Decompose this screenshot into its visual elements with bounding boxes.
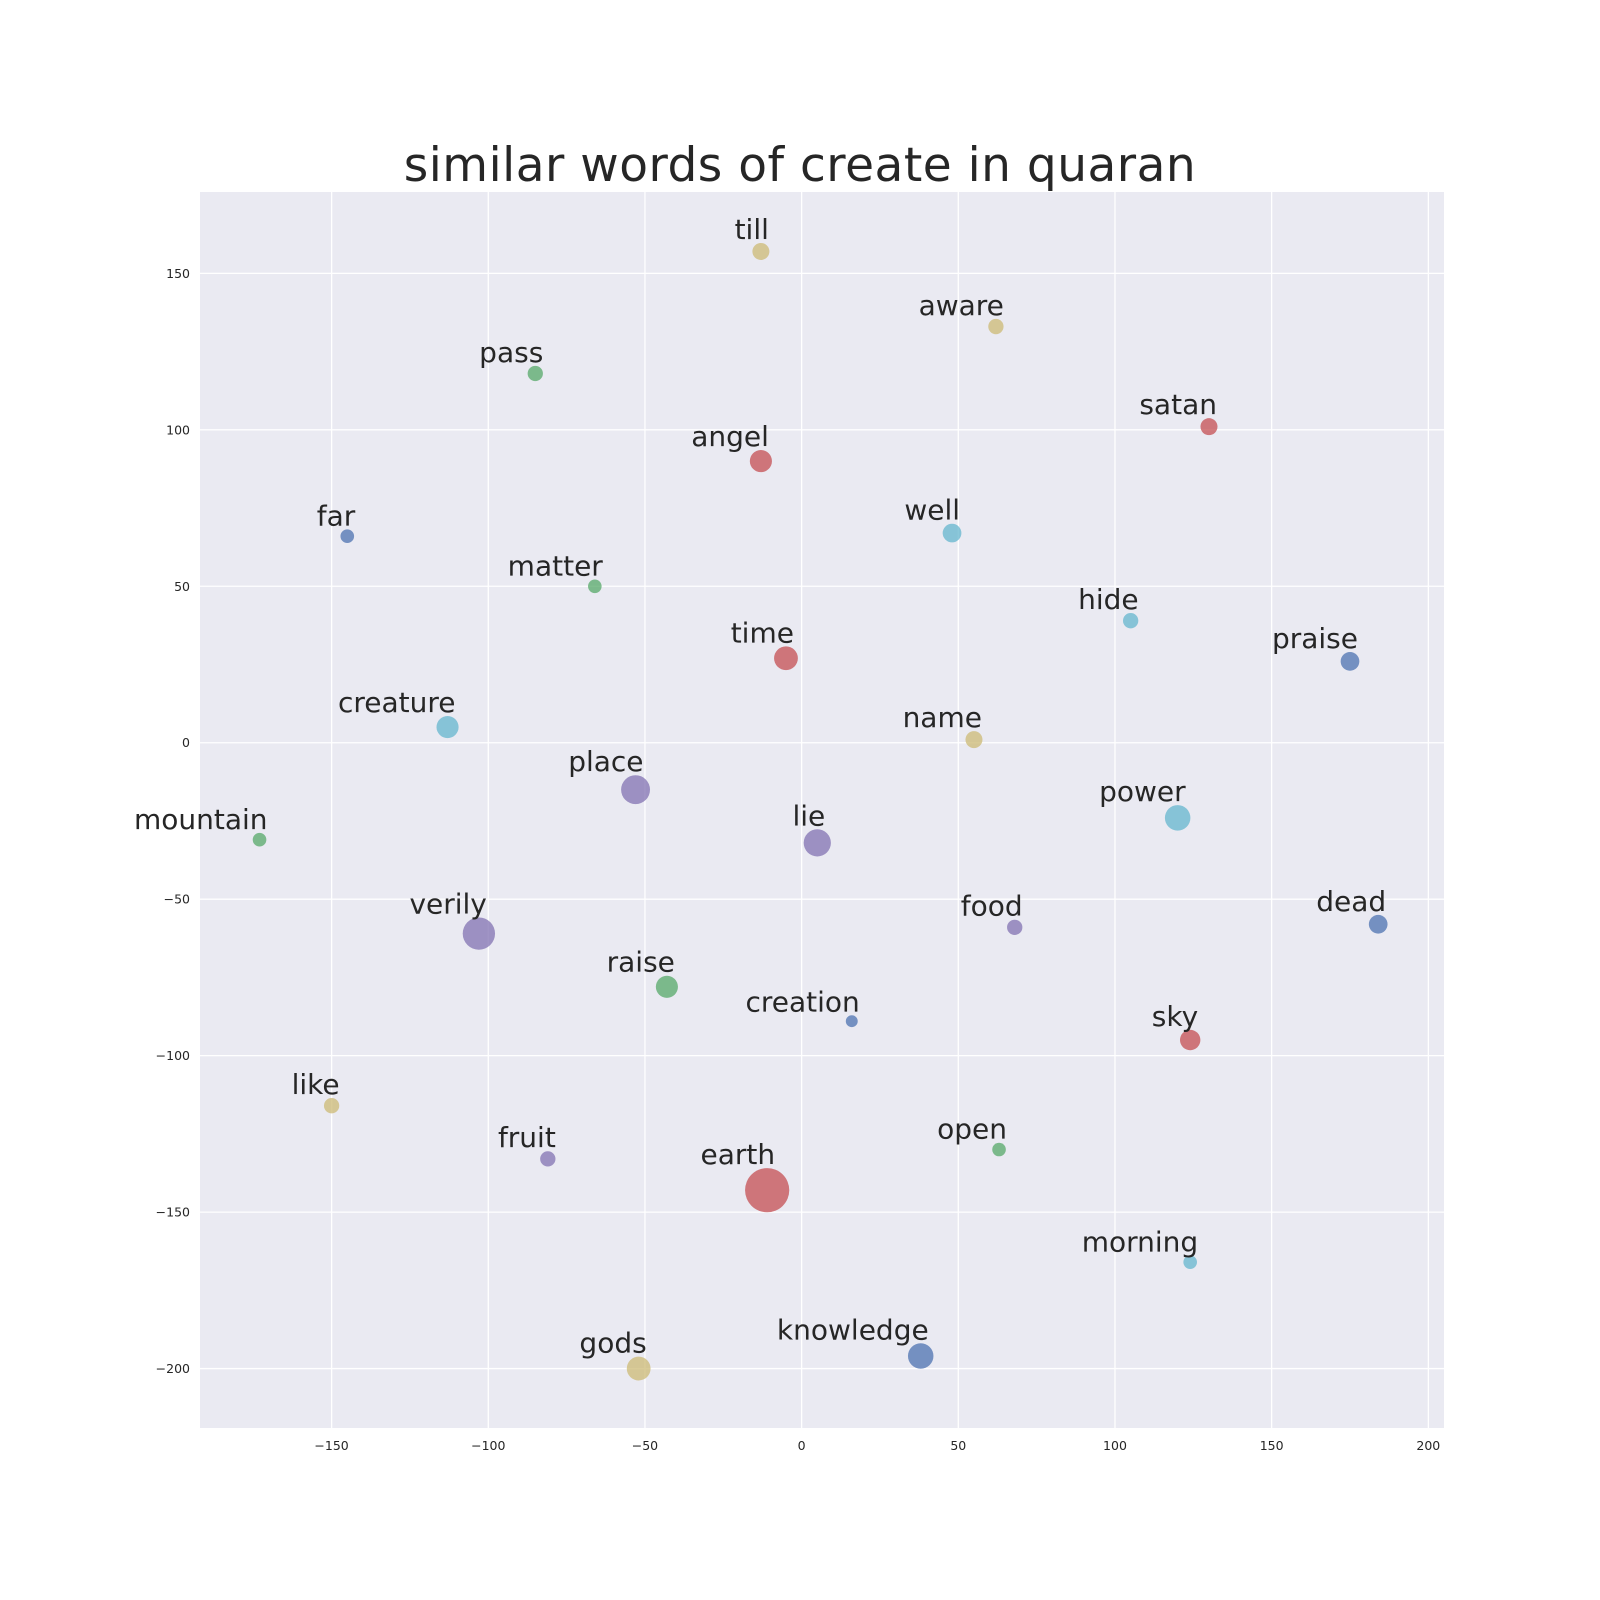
point-label: earth xyxy=(701,1138,776,1171)
data-point xyxy=(323,1098,340,1114)
point-label: well xyxy=(904,494,960,527)
point-label: satan xyxy=(1139,388,1217,421)
data-point xyxy=(992,1142,1006,1157)
data-point xyxy=(752,242,770,260)
data-point xyxy=(965,731,983,749)
data-point xyxy=(621,775,651,805)
data-point xyxy=(1122,613,1139,629)
point-label: like xyxy=(292,1068,340,1101)
x-tick-label: 100 xyxy=(1103,1438,1127,1453)
point-label: power xyxy=(1099,775,1186,808)
point-label: fruit xyxy=(498,1121,556,1154)
data-point xyxy=(252,832,267,847)
x-tick-label: 50 xyxy=(950,1438,966,1453)
data-point xyxy=(588,579,602,594)
point-label: knowledge xyxy=(777,1313,929,1346)
data-point xyxy=(655,975,678,998)
point-label: open xyxy=(937,1113,1007,1146)
axis-ticks: −150 −100 −50 0 50 100 150 200 −200 −150 −100 −50 0 5… xyxy=(156,266,1441,1453)
data-point xyxy=(942,523,962,543)
x-tick-label: −50 xyxy=(632,1438,658,1453)
point-label: hide xyxy=(1078,583,1139,616)
data-point xyxy=(1200,418,1218,436)
point-label: praise xyxy=(1272,622,1358,655)
point-label: name xyxy=(903,701,982,734)
point-label: raise xyxy=(607,946,675,979)
data-point xyxy=(462,917,496,950)
y-tick-label: 50 xyxy=(174,579,190,594)
data-point xyxy=(340,529,355,544)
data-point xyxy=(1368,914,1388,934)
chart-title: similar words of create in quaran xyxy=(403,138,1197,193)
point-label: verily xyxy=(409,887,486,920)
point-label: aware xyxy=(919,289,1004,322)
y-tick-label: 0 xyxy=(182,735,190,750)
y-tick-label: −100 xyxy=(156,1048,190,1063)
x-tick-label: 0 xyxy=(798,1438,806,1453)
point-label: dead xyxy=(1316,885,1386,918)
x-tick-label: −150 xyxy=(314,1438,348,1453)
y-tick-label: −50 xyxy=(164,892,190,907)
point-label: far xyxy=(317,499,356,532)
x-tick-label: 200 xyxy=(1416,1438,1440,1453)
data-point xyxy=(749,450,772,473)
grid-lines xyxy=(200,192,1444,1428)
data-point xyxy=(907,1343,934,1369)
point-label: pass xyxy=(479,336,543,369)
data-point xyxy=(527,365,543,382)
data-point xyxy=(1179,1029,1201,1051)
data-point xyxy=(436,716,459,739)
data-point xyxy=(1183,1255,1197,1269)
point-label: creation xyxy=(745,985,859,1018)
point-label: angel xyxy=(691,420,769,453)
data-point xyxy=(1007,919,1023,935)
point-label: gods xyxy=(579,1327,646,1360)
data-point xyxy=(540,1151,556,1167)
point-label: sky xyxy=(1152,1000,1198,1033)
data-point xyxy=(774,646,798,671)
data-point xyxy=(845,1015,858,1028)
data-point xyxy=(626,1356,651,1381)
point-label: time xyxy=(731,616,794,649)
point-label: lie xyxy=(793,799,826,832)
data-point xyxy=(1164,805,1191,831)
point-label: matter xyxy=(508,549,604,582)
point-label: morning xyxy=(1082,1225,1198,1258)
point-label: food xyxy=(961,890,1023,923)
y-tick-label: −150 xyxy=(156,1205,190,1220)
x-tick-label: 150 xyxy=(1260,1438,1284,1453)
point-labels: till aware pass satan angel far well matter hide… xyxy=(134,213,1386,1360)
data-point xyxy=(1340,652,1360,671)
plot-area xyxy=(200,192,1444,1428)
data-point xyxy=(803,829,831,857)
data-point xyxy=(988,318,1004,335)
point-label: till xyxy=(735,213,769,246)
y-tick-label: −200 xyxy=(156,1361,190,1376)
point-label: place xyxy=(568,745,643,778)
data-point xyxy=(745,1168,790,1213)
x-tick-label: −100 xyxy=(471,1438,505,1453)
point-label: mountain xyxy=(134,803,268,836)
y-tick-label: 100 xyxy=(166,422,190,437)
point-label: creature xyxy=(338,686,456,719)
data-points xyxy=(252,242,1388,1381)
y-tick-label: 150 xyxy=(166,266,190,281)
